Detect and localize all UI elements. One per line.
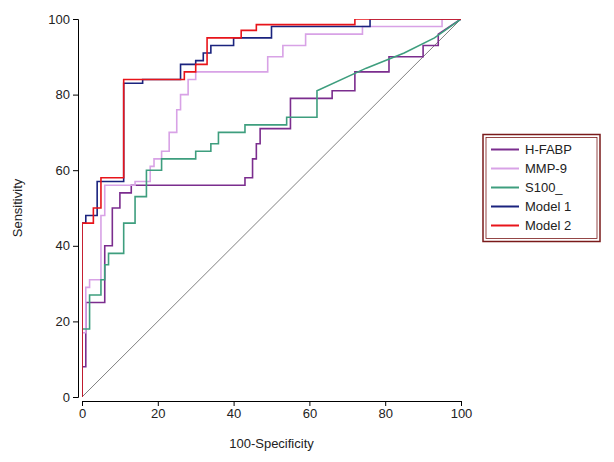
roc-curve	[82, 19, 461, 397]
y-tick: 20	[56, 314, 78, 329]
legend-swatch	[491, 168, 519, 170]
legend-inner-box	[486, 138, 597, 239]
y-axis-line	[73, 20, 79, 398]
roc-curve	[82, 19, 461, 397]
legend-label: MMP-9	[525, 161, 567, 176]
legend: H-FABP MMP-9 S100_ Model 1 Model 2	[483, 135, 600, 242]
y-tick-label: 80	[56, 87, 70, 102]
x-tick: 0	[79, 401, 86, 421]
x-tick-label: 40	[227, 406, 241, 421]
x-tick-label: 80	[378, 406, 392, 421]
y-tick: 40	[56, 238, 78, 253]
legend-label: Model 1	[525, 199, 571, 214]
x-axis: 0 20 40 60 80 100	[79, 401, 472, 421]
y-tick-mark	[73, 246, 78, 247]
y-axis-title: Sensitivity	[10, 178, 25, 237]
y-tick-label: 100	[48, 12, 70, 27]
x-tick: 20	[151, 401, 165, 421]
legend-swatch	[491, 149, 519, 151]
roc-curve	[82, 19, 461, 397]
y-tick-label: 40	[56, 238, 70, 253]
x-tick-label: 100	[451, 406, 473, 421]
y-tick-label: 20	[56, 314, 70, 329]
y-tick-label: 0	[63, 390, 70, 405]
chart: 0 20 40 60 80 100 0 20 40 60 80 100 100-Specificity S…	[0, 0, 614, 462]
x-tick: 100	[451, 401, 473, 421]
legend-label: H-FABP	[525, 142, 572, 157]
legend-label: Model 2	[525, 218, 571, 233]
legend-swatch	[491, 187, 519, 189]
legend-swatch	[491, 225, 519, 227]
x-tick: 80	[378, 401, 392, 421]
legend-label: S100_	[525, 180, 563, 195]
y-tick-mark	[73, 95, 78, 96]
x-tick: 40	[227, 401, 241, 421]
x-tick-label: 20	[151, 406, 165, 421]
x-tick: 60	[303, 401, 317, 421]
y-axis: 0 20 40 60 80 100	[48, 12, 78, 405]
roc-curve	[82, 19, 461, 397]
y-tick: 0	[63, 390, 78, 405]
x-axis-line	[83, 402, 462, 407]
y-tick-mark	[73, 321, 78, 322]
y-tick: 100	[48, 12, 78, 27]
y-tick: 80	[56, 87, 78, 102]
reference-line	[82, 19, 461, 397]
x-tick-label: 60	[303, 406, 317, 421]
roc-curve	[82, 19, 461, 397]
y-tick: 60	[56, 163, 78, 178]
x-tick-label: 0	[79, 406, 86, 421]
legend-swatch	[491, 206, 519, 208]
y-tick-mark	[73, 170, 78, 171]
legend-box	[483, 135, 600, 242]
plot-lines	[82, 19, 461, 397]
y-tick-mark	[73, 19, 78, 20]
x-axis-title: 100-Specificity	[229, 436, 314, 451]
y-tick-mark	[73, 397, 78, 398]
y-tick-label: 60	[56, 163, 70, 178]
